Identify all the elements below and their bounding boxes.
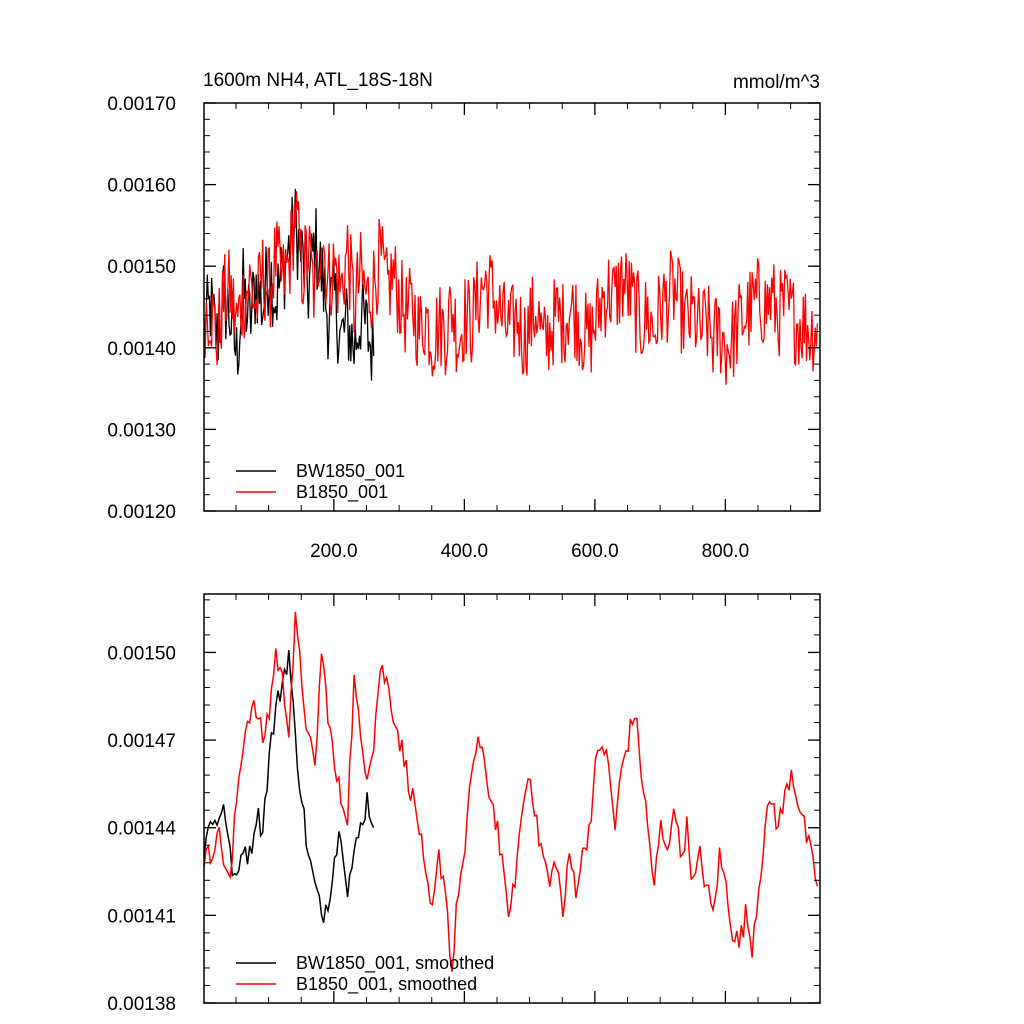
top-panel: 1600m NH4, ATL_18S-18N mmol/m^3 0.001200…	[107, 70, 821, 562]
bottom-panel: 0.00138 0.00141 0.00144 0.00147 0.00150 BW18…	[107, 593, 821, 1015]
plot-frame	[203, 593, 821, 1004]
series-line-bw1850-001	[203, 650, 375, 923]
bottom-panel-lines	[203, 611, 819, 973]
x-tick-label: 600.0	[571, 541, 619, 562]
y-tick-label: 0.00138	[107, 994, 176, 1015]
legend-label: BW1850_001, smoothed	[296, 953, 494, 974]
series-line-b1850-001	[203, 190, 819, 385]
top-panel-lines	[203, 188, 819, 385]
y-tick-label: 0.00130	[107, 420, 176, 441]
legend-label: B1850_001	[296, 482, 388, 503]
y-tick-label: 0.00150	[107, 643, 176, 664]
top-panel-units: mmol/m^3	[733, 72, 820, 93]
legend-label: B1850_001, smoothed	[296, 974, 477, 995]
y-tick-label: 0.00150	[107, 257, 176, 278]
y-tick-label: 0.00170	[107, 94, 176, 115]
top-panel-axes: 0.00120 0.00130 0.00140 0.00150 0.00160 0.001…	[107, 94, 821, 562]
x-tick-label: 400.0	[441, 541, 489, 562]
plot-frame	[203, 102, 821, 512]
bottom-panel-axes: 0.00138 0.00141 0.00144 0.00147 0.00150	[107, 593, 821, 1015]
y-tick-label: 0.00144	[107, 819, 176, 840]
y-tick-label: 0.00141	[107, 906, 176, 927]
series-line-b1850-001	[203, 611, 819, 973]
y-tick-label: 0.00160	[107, 176, 176, 197]
y-tick-label: 0.00147	[107, 731, 176, 752]
top-panel-title: 1600m NH4, ATL_18S-18N	[203, 70, 433, 91]
y-tick-label: 0.00140	[107, 339, 176, 360]
x-tick-label: 800.0	[702, 541, 750, 562]
x-tick-label: 200.0	[310, 541, 358, 562]
legend-label: BW1850_001	[296, 461, 405, 482]
series-line-bw1850-001	[203, 188, 375, 381]
y-tick-label: 0.00120	[107, 502, 176, 523]
